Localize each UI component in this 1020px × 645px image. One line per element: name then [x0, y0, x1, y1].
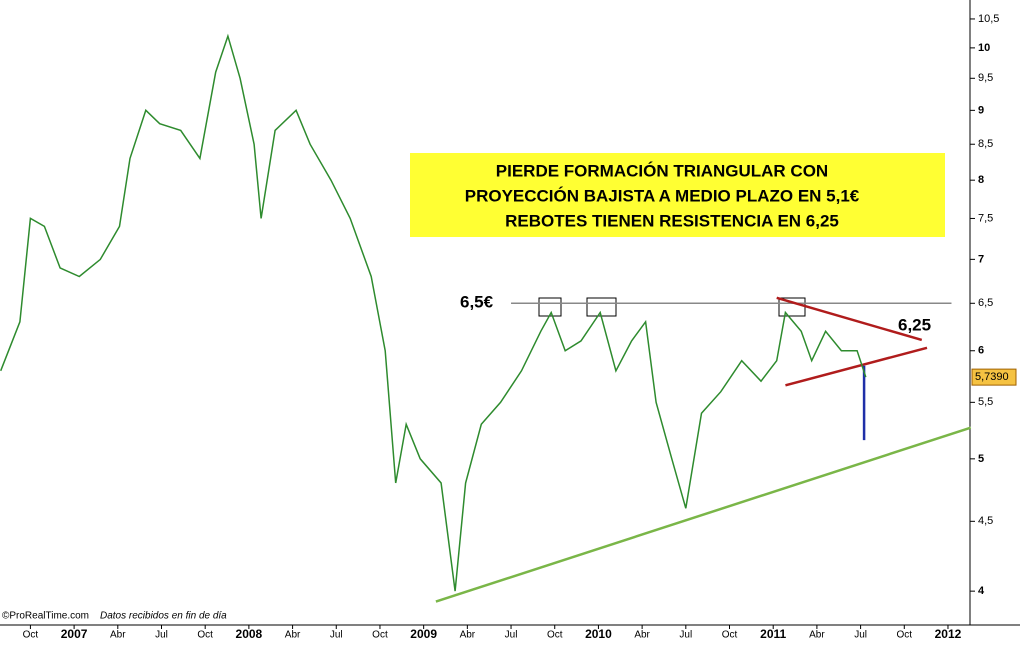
annotation-line: REBOTES TIENEN RESISTENCIA EN 6,25 — [505, 211, 839, 230]
x-tick-label: Abr — [634, 630, 650, 641]
y-tick-label: 7 — [978, 253, 984, 265]
footer-source: ©ProRealTime.com — [2, 611, 89, 622]
x-tick-label: Jul — [854, 630, 867, 641]
y-tick-label: 5,5 — [978, 396, 993, 408]
x-tick-label: 2012 — [935, 627, 962, 641]
y-tick-label: 10,5 — [978, 13, 999, 25]
x-tick-label: Oct — [197, 630, 213, 641]
x-tick-label: 2008 — [236, 627, 263, 641]
y-tick-label: 7,5 — [978, 212, 993, 224]
x-tick-label: Jul — [505, 630, 518, 641]
target-label: 6,25 — [898, 315, 931, 334]
resistance-label: 6,5€ — [460, 292, 494, 311]
x-tick-label: Jul — [330, 630, 343, 641]
y-tick-label: 5 — [978, 453, 984, 465]
x-tick-label: Abr — [460, 630, 476, 641]
footer-note: Datos recibidos en fin de día — [100, 611, 227, 622]
price-line — [0, 33, 867, 592]
annotation-box — [410, 153, 945, 237]
x-tick-label: Jul — [155, 630, 168, 641]
x-tick-label: Oct — [372, 630, 388, 641]
x-tick-label: Oct — [897, 630, 913, 641]
x-tick-label: Oct — [722, 630, 738, 641]
last-price-box — [971, 368, 1017, 386]
x-tick-label: Abr — [110, 630, 126, 641]
x-tick-label: 2009 — [410, 627, 437, 641]
x-tick-label: Oct — [547, 630, 563, 641]
trend-line — [435, 426, 972, 603]
y-tick-label: 8,5 — [978, 138, 993, 150]
y-tick-label: 6,5 — [978, 297, 993, 309]
y-tick-label: 9 — [978, 104, 984, 116]
trend-line — [776, 296, 923, 342]
y-tick-label: 10 — [978, 42, 990, 54]
x-tick-label: 2011 — [760, 627, 786, 641]
y-tick-label: 9,5 — [978, 72, 993, 84]
x-tick-label: Oct — [23, 630, 39, 641]
x-tick-label: Jul — [679, 630, 692, 641]
y-tick-label: 6 — [978, 345, 984, 357]
x-tick-label: Abr — [285, 630, 301, 641]
annotation-line: PROYECCIÓN BAJISTA A MEDIO PLAZO EN 5,1€ — [465, 186, 860, 205]
y-tick-label: 8 — [978, 174, 984, 186]
y-tick-label: 4,5 — [978, 515, 993, 527]
annotation-line: PIERDE FORMACIÓN TRIANGULAR CON — [496, 161, 828, 180]
x-tick-label: 2010 — [585, 627, 612, 641]
x-tick-label: Abr — [809, 630, 825, 641]
trend-line — [785, 346, 928, 387]
x-tick-label: 2007 — [61, 627, 88, 641]
last-price-label: 5,7390 — [975, 371, 1009, 383]
y-tick-label: 4 — [978, 585, 985, 597]
